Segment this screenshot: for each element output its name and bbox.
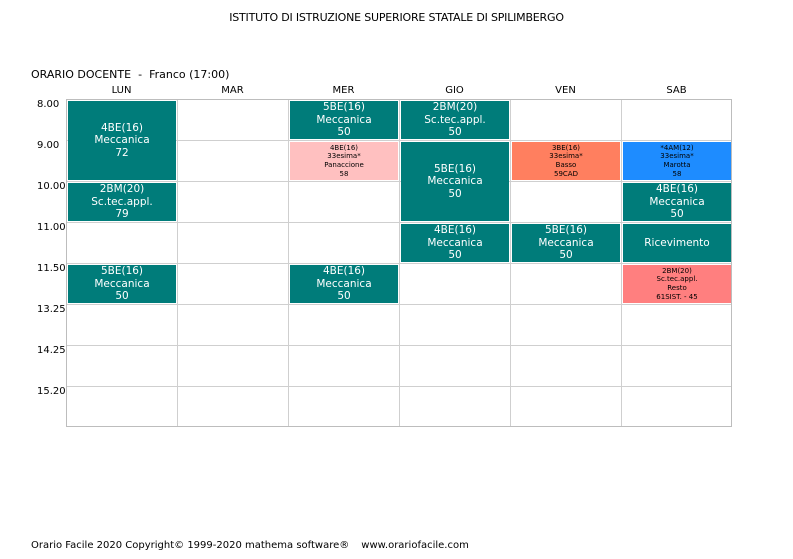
lesson-line: Meccanica	[94, 134, 150, 147]
lesson-line: Marotta	[663, 161, 691, 169]
footer: Orario Facile 2020 Copyright© 1999-2020 …	[31, 540, 469, 551]
grid-row-line	[67, 386, 731, 387]
lesson-line: Sc.tec.appl.	[656, 275, 698, 284]
lesson-line: 4BE(16)	[329, 143, 359, 152]
time-label: 11.00	[37, 222, 66, 233]
day-header-sab: SAB	[666, 85, 687, 96]
section-label: ORARIO DOCENTE	[31, 68, 132, 81]
lesson-line: 5BE(16)	[544, 224, 588, 237]
lesson-cell[interactable]: Ricevimento	[623, 224, 731, 262]
lesson-line: 4BE(16)	[322, 265, 366, 278]
timetable-grid: 4BE(16) Meccanica 72 2BM(20) Sc.tec.appl. 79 5…	[66, 99, 732, 427]
lesson-cell[interactable]: 5BE(16) Meccanica 50	[512, 224, 620, 262]
school-title: ISTITUTO DI ISTRUZIONE SUPERIORE STATALE…	[229, 11, 564, 24]
lesson-line: 3BE(16)	[551, 143, 581, 152]
lesson-line: 50	[337, 290, 351, 303]
lesson-cell[interactable]: *4AM(12) 33esima* Marotta 58	[623, 142, 731, 180]
lesson-line: 58	[672, 169, 682, 178]
teacher-name: Franco (17:00)	[149, 68, 230, 81]
lesson-cell[interactable]: 2BM(20) Sc.tec.appl. Resto 61SIST. - 45	[623, 265, 731, 303]
day-header-ven: VEN	[555, 85, 576, 96]
grid-row-line	[67, 181, 731, 182]
lesson-line: 4BE(16)	[100, 121, 144, 134]
lesson-line: 61SIST. - 45	[656, 292, 698, 301]
footer-copyright: Orario Facile 2020 Copyright© 1999-2020 …	[31, 540, 350, 551]
lesson-line: Ricevimento	[644, 236, 710, 249]
lesson-line: 79	[115, 208, 129, 221]
lesson-cell[interactable]: 5BE(16) Meccanica 50	[68, 265, 176, 303]
lesson-cell[interactable]: 5BE(16) Meccanica 50	[290, 101, 398, 139]
lesson-cell[interactable]: 3BE(16) 33esima* Basso 59CAD	[512, 142, 620, 180]
lesson-line: 50	[337, 126, 351, 139]
lesson-line: Meccanica	[427, 236, 483, 249]
lesson-line: 4BE(16)	[655, 183, 699, 196]
day-header-mer: MER	[332, 85, 355, 96]
time-label: 10.00	[37, 181, 66, 192]
lesson-line: 50	[448, 249, 462, 262]
lesson-line: Panaccione	[324, 161, 364, 169]
lesson-cell[interactable]: 4BE(16) Meccanica 50	[623, 183, 731, 221]
lesson-line: 2BM(20)	[99, 183, 145, 196]
lesson-line: 33esima*	[660, 152, 694, 161]
lesson-cell[interactable]: 2BM(20) Sc.tec.appl. 50	[401, 101, 509, 139]
lesson-cell[interactable]: 5BE(16) Meccanica 50	[401, 142, 509, 221]
lesson-cell[interactable]: 4BE(16) 33esima* Panaccione 58	[290, 142, 398, 180]
lesson-line: 5BE(16)	[433, 162, 477, 175]
time-label: 9.00	[37, 140, 60, 151]
day-header-gio: GIO	[445, 85, 464, 96]
lesson-line: 33esima*	[549, 152, 583, 161]
lesson-line: 33esima*	[327, 152, 361, 161]
teacher-header: ORARIO DOCENTE - Franco (17:00)	[31, 68, 229, 81]
lesson-line: Sc.tec.appl.	[91, 195, 153, 208]
day-header-mar: MAR	[221, 85, 244, 96]
lesson-cell[interactable]: 4BE(16) Meccanica 72	[68, 101, 176, 180]
grid-row-line	[67, 345, 731, 346]
lesson-line: 2BM(20)	[662, 266, 692, 275]
lesson-line: 5BE(16)	[322, 101, 366, 114]
lesson-line: 4BE(16)	[433, 224, 477, 237]
lesson-line: Basso	[555, 161, 577, 169]
grid-row-line	[67, 263, 731, 264]
lesson-line: Meccanica	[316, 277, 372, 290]
lesson-line: 50	[115, 290, 129, 303]
lesson-cell[interactable]: 4BE(16) Meccanica 50	[290, 265, 398, 303]
lesson-line: 72	[115, 146, 129, 159]
lesson-line: *4AM(12)	[660, 143, 694, 152]
time-label: 11.50	[37, 263, 66, 274]
grid-row-line	[67, 140, 731, 141]
lesson-line: 59CAD	[554, 169, 578, 178]
footer-url[interactable]: www.orariofacile.com	[361, 540, 469, 551]
lesson-line: Meccanica	[316, 113, 372, 126]
lesson-line: 2BM(20)	[432, 101, 478, 114]
lesson-line: 50	[448, 187, 462, 200]
lesson-line: Meccanica	[649, 195, 705, 208]
lesson-line: Meccanica	[94, 277, 150, 290]
lesson-line: Sc.tec.appl.	[424, 113, 486, 126]
time-label: 15.20	[37, 386, 66, 397]
lesson-line: 50	[670, 208, 684, 221]
grid-row-line	[67, 222, 731, 223]
lesson-line: Meccanica	[427, 175, 483, 188]
header-separator: -	[138, 68, 143, 81]
lesson-line: 50	[448, 126, 462, 139]
lesson-line: Resto	[667, 284, 687, 292]
lesson-line: 50	[559, 249, 573, 262]
lesson-line: 58	[339, 169, 349, 178]
lesson-cell[interactable]: 4BE(16) Meccanica 50	[401, 224, 509, 262]
time-label: 13.25	[37, 304, 66, 315]
grid-row-line	[67, 304, 731, 305]
lesson-line: Meccanica	[538, 236, 594, 249]
time-label: 14.25	[37, 345, 66, 356]
lesson-line: 5BE(16)	[100, 265, 144, 278]
day-header-lun: LUN	[111, 85, 132, 96]
lesson-cell[interactable]: 2BM(20) Sc.tec.appl. 79	[68, 183, 176, 221]
time-label: 8.00	[37, 99, 60, 110]
